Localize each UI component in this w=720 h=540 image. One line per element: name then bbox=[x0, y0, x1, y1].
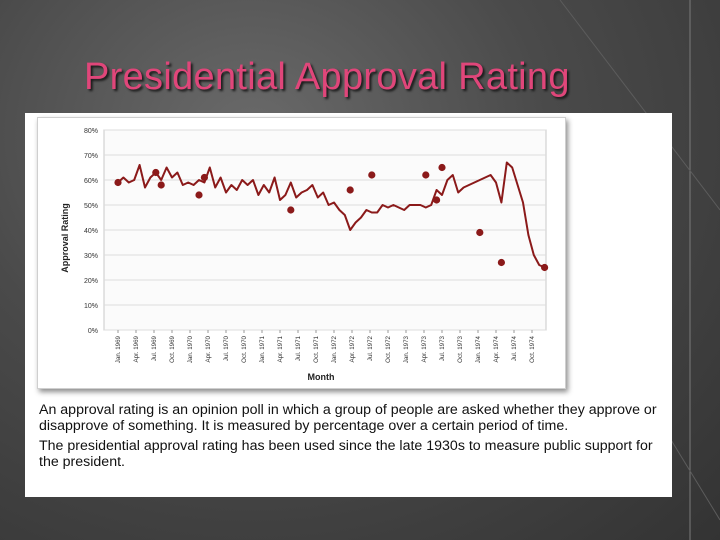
approval-series-line bbox=[117, 161, 546, 269]
diagonal-rule-top bbox=[559, 0, 720, 211]
y-tick-label: 70% bbox=[84, 153, 98, 160]
data-point-marker bbox=[152, 168, 160, 177]
data-point-marker bbox=[195, 191, 203, 199]
x-tick-label: Oct. 1972 bbox=[385, 335, 392, 362]
x-tick-label: Jul. 1971 bbox=[295, 335, 302, 361]
y-tick-label: 10% bbox=[84, 303, 98, 310]
slide-title: Presidential Approval Rating bbox=[84, 56, 570, 98]
caption: An approval rating is an opinion poll in… bbox=[39, 402, 669, 474]
x-tick-label: Jan. 1973 bbox=[403, 335, 410, 363]
y-tick-label: 80% bbox=[84, 128, 98, 135]
approval-line-chart: 0% 10% 20% 30% 40% 50% 60% 70% 80% Jan. 1969 Apr. … bbox=[60, 128, 549, 382]
y-tick-label: 20% bbox=[84, 278, 98, 285]
data-point-marker bbox=[368, 171, 376, 179]
chart-frame: 0% 10% 20% 30% 40% 50% 60% 70% 80% Jan. 1969 Apr. … bbox=[37, 117, 566, 389]
x-tick-label: Oct. 1971 bbox=[313, 335, 320, 362]
caption-paragraph-1: An approval rating is an opinion poll in… bbox=[39, 402, 657, 434]
y-tick-label: 50% bbox=[84, 203, 98, 210]
data-point-marker bbox=[200, 173, 208, 182]
data-point-marker bbox=[422, 171, 430, 179]
x-tick-label: Oct. 1969 bbox=[169, 335, 176, 362]
y-axis-label: Approval Rating bbox=[60, 203, 70, 273]
x-tick-label: Apr. 1970 bbox=[205, 335, 212, 362]
x-tick-label: Jul. 1973 bbox=[439, 335, 446, 361]
y-tick-label: 40% bbox=[84, 228, 98, 235]
x-tick-label: Jan. 1972 bbox=[331, 335, 338, 363]
data-point-marker bbox=[476, 228, 484, 237]
x-tick-label: Apr. 1972 bbox=[349, 335, 356, 362]
y-tick-label: 0% bbox=[88, 328, 98, 335]
x-tick-label: Jul. 1970 bbox=[223, 335, 230, 361]
x-tick-label: Jan. 1974 bbox=[475, 335, 482, 363]
caption-paragraph-2: The presidential approval rating has bee… bbox=[39, 438, 653, 470]
y-tick-label: 30% bbox=[84, 253, 98, 260]
x-tick-label: Apr. 1971 bbox=[277, 335, 284, 362]
data-point-marker bbox=[287, 206, 295, 214]
x-tick-label: Jan. 1969 bbox=[115, 335, 122, 363]
x-tick-label: Oct. 1973 bbox=[457, 335, 464, 362]
data-point-marker bbox=[438, 163, 446, 172]
data-point-marker bbox=[497, 258, 505, 267]
data-point-marker bbox=[114, 178, 122, 187]
data-point-marker bbox=[346, 186, 354, 194]
x-tick-label: Jul. 1974 bbox=[511, 335, 518, 361]
x-tick-label: Apr. 1969 bbox=[133, 335, 140, 362]
data-point-marker bbox=[541, 263, 549, 272]
data-point-marker bbox=[157, 181, 165, 189]
x-tick-label: Oct. 1970 bbox=[241, 335, 248, 362]
x-axis-label: Month bbox=[308, 372, 335, 382]
x-tick-label: Jul. 1972 bbox=[367, 335, 374, 361]
x-tick-label: Jan. 1971 bbox=[259, 335, 266, 363]
y-tick-label: 60% bbox=[84, 178, 98, 185]
x-tick-label: Oct. 1974 bbox=[529, 335, 536, 362]
x-tick-label: Jan. 1970 bbox=[187, 335, 194, 363]
x-tick-label: Apr. 1973 bbox=[421, 335, 428, 362]
content-panel: 0% 10% 20% 30% 40% 50% 60% 70% 80% Jan. 1969 Apr. … bbox=[25, 113, 672, 497]
x-tick-label: Apr. 1974 bbox=[493, 335, 500, 362]
data-point-marker bbox=[433, 196, 441, 204]
x-tick-label: Jul. 1969 bbox=[151, 335, 158, 361]
